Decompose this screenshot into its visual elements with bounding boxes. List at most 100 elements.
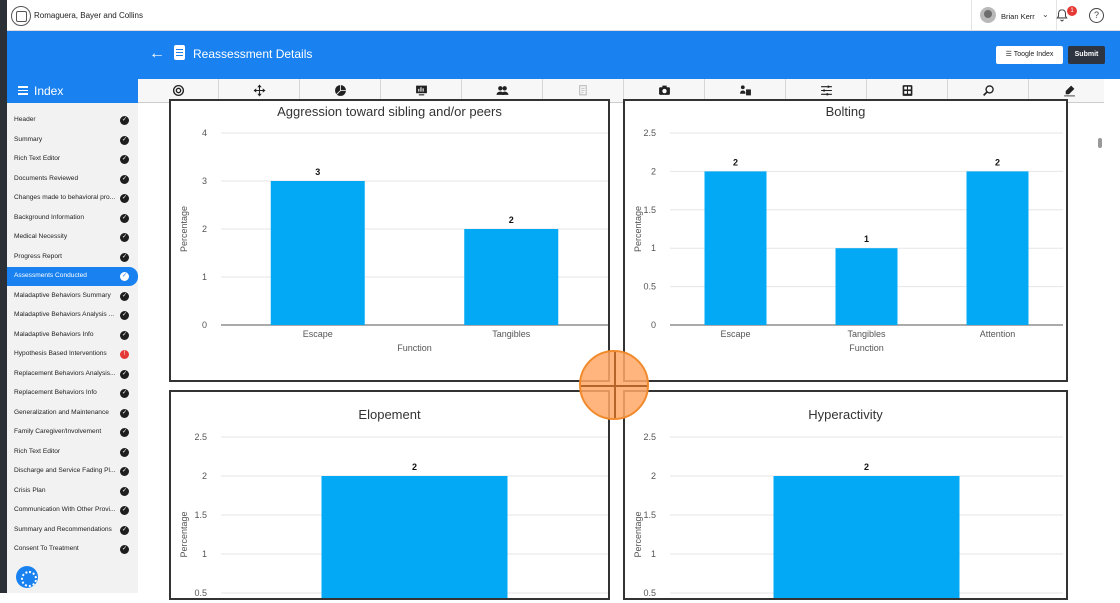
y-axis-label: Percentage [179, 511, 189, 557]
tool-presentation[interactable] [381, 79, 462, 103]
tool-signature[interactable] [1029, 79, 1110, 103]
bar[interactable] [321, 476, 508, 603]
x-axis-label: Function [849, 343, 884, 353]
y-tick-label: 0 [202, 320, 207, 330]
sidebar-item[interactable]: Rich Text Editor ✓ [7, 443, 138, 462]
y-axis-label: Percentage [179, 206, 189, 252]
sidebar-item[interactable]: Progress Report ✓ [7, 248, 138, 267]
chart-title: Elopement [358, 407, 421, 422]
sidebar-item-label: Replacement Behaviors Info [14, 389, 97, 396]
y-tick-label: 0 [651, 320, 656, 330]
bar[interactable] [704, 171, 767, 325]
sidebar-item-label: Assessments Conducted [14, 272, 87, 279]
sidebar-item[interactable]: Replacement Behaviors Analysis... ✓ [7, 365, 138, 384]
sidebar-item[interactable]: Communication With Other Provi... ✓ [7, 501, 138, 520]
sidebar-item-label: Communication With Other Provi... [14, 506, 116, 513]
sidebar-item-label: Maladaptive Behaviors Summary [14, 291, 111, 299]
sidebar-item[interactable]: Generalization and Maintenance ✓ [7, 404, 138, 423]
user-menu[interactable]: Brian Kerr ⌄ [971, 0, 1057, 31]
y-tick-label: 0.5 [643, 588, 656, 598]
submit-button[interactable]: Submit [1068, 46, 1105, 64]
palette-icon[interactable] [16, 566, 38, 588]
scrollbar-thumb[interactable] [1098, 138, 1102, 148]
sidebar-item[interactable]: Hypothesis Based Interventions! [7, 345, 138, 364]
sidebar-item-label: Family Caregiver/Involvement [14, 428, 102, 435]
y-tick-label: 1 [202, 549, 207, 559]
y-tick-label: 1 [651, 549, 656, 559]
data-label: 2 [995, 157, 1000, 167]
y-tick-label: 2.5 [643, 128, 656, 138]
scrollbar-track[interactable] [1096, 103, 1104, 593]
check-circle-icon: ✓ [120, 233, 129, 242]
y-tick-label: 1 [651, 243, 656, 253]
y-tick-label: 2.5 [643, 432, 656, 442]
tool-document-disabled [543, 79, 624, 103]
toggle-index-label: Toogle Index [1013, 51, 1054, 58]
tool-target[interactable] [138, 79, 219, 103]
sidebar-item-label: Medical Necessity [14, 233, 68, 240]
tool-search[interactable] [948, 79, 1029, 103]
tool-abc[interactable] [867, 79, 948, 103]
x-tick-label: Escape [303, 329, 333, 339]
bell-icon[interactable] [1055, 8, 1069, 22]
y-tick-label: 1.5 [194, 510, 207, 520]
signature-icon [1064, 85, 1075, 97]
tool-move[interactable] [219, 79, 300, 103]
check-circle-icon: ✓ [120, 311, 129, 320]
sidebar-item[interactable]: Family Caregiver/Involvement ✓ [7, 423, 138, 442]
data-label: 2 [509, 215, 514, 225]
tool-users[interactable] [462, 79, 543, 103]
sidebar-item[interactable]: Maladaptive Behaviors Summary ✓ [7, 287, 138, 306]
data-label: 1 [864, 234, 869, 244]
document-icon [174, 45, 185, 60]
sidebar-item[interactable]: Header ✓ [7, 111, 138, 130]
tool-pie[interactable] [300, 79, 381, 103]
y-axis-label: Percentage [633, 206, 643, 252]
sidebar-item[interactable]: Discharge and Service Fading Pl... ✓ [7, 462, 138, 481]
chart-aggression: Aggression toward sibling and/or peers 0 1… [179, 104, 608, 353]
y-tick-label: 1.5 [643, 205, 656, 215]
index-title: Index [34, 84, 64, 98]
y-tick-label: 2 [202, 471, 207, 481]
sidebar-item[interactable]: Replacement Behaviors Info ✓ [7, 384, 138, 403]
camera-icon [659, 85, 670, 95]
chart-card-bolting: Bolting 0 0.5 1 1.5 2 2.5 Percentage 2 Escape 1 Tan… [623, 99, 1068, 382]
sidebar-item[interactable]: Summary and Recommendations ✓ [7, 521, 138, 540]
sidebar-item[interactable]: Documents Reviewed ✓ [7, 170, 138, 189]
check-circle-icon: ✓ [120, 291, 129, 301]
company-name: Romaguera, Bayer and Collins [34, 11, 143, 20]
sidebar-item[interactable]: Medical Necessity ✓ [7, 228, 138, 247]
avatar [980, 7, 996, 23]
sidebar-item[interactable]: Crisis Plan ✓ [7, 482, 138, 501]
sidebar-item[interactable]: Assessments Conducted ✓ [7, 267, 138, 286]
y-tick-label: 2 [202, 224, 207, 234]
drag-cursor-indicator [579, 350, 649, 420]
chart-hyperactivity: Hyperactivity 0.5 1 1.5 2 2.5 Percentage 2 [633, 407, 1063, 603]
tool-camera[interactable] [624, 79, 705, 103]
y-tick-label: 1 [202, 272, 207, 282]
sidebar-item[interactable]: Rich Text Editor ✓ [7, 150, 138, 169]
sidebar-item[interactable]: Background Information ✓ [7, 209, 138, 228]
check-circle-icon: ✓ [120, 252, 129, 262]
back-arrow-icon[interactable]: ← [149, 45, 165, 62]
sidebar-item[interactable]: Changes made to behavioral pro... ✓ [7, 189, 138, 208]
tool-user-board[interactable] [705, 79, 786, 103]
sidebar-item[interactable]: Summary ✓ [7, 131, 138, 150]
bar[interactable] [270, 181, 365, 325]
warning-icon: ! [120, 350, 129, 359]
tool-sliders[interactable] [786, 79, 867, 103]
sidebar-item-label: Maladaptive Behaviors Info [14, 330, 94, 338]
help-icon[interactable]: ? [1089, 8, 1104, 23]
x-tick-label: Tangibles [847, 329, 886, 339]
sidebar-item[interactable]: Maladaptive Behaviors Analysis ... ✓ [7, 306, 138, 325]
chart-card-aggression: Aggression toward sibling and/or peers 0 1… [169, 99, 610, 382]
toggle-index-button[interactable]: ☰ Toogle Index [996, 46, 1063, 64]
bar[interactable] [835, 248, 898, 325]
sidebar-item[interactable]: Consent To Treatment ✓ [7, 540, 138, 559]
content-area: Aggression toward sibling and/or peers 0 1… [156, 99, 1080, 603]
sidebar-item[interactable]: Maladaptive Behaviors Info ✓ [7, 326, 138, 345]
bar[interactable] [966, 171, 1029, 325]
bar[interactable] [773, 476, 960, 603]
bar[interactable] [464, 229, 559, 325]
company-logo-icon[interactable] [11, 6, 31, 26]
